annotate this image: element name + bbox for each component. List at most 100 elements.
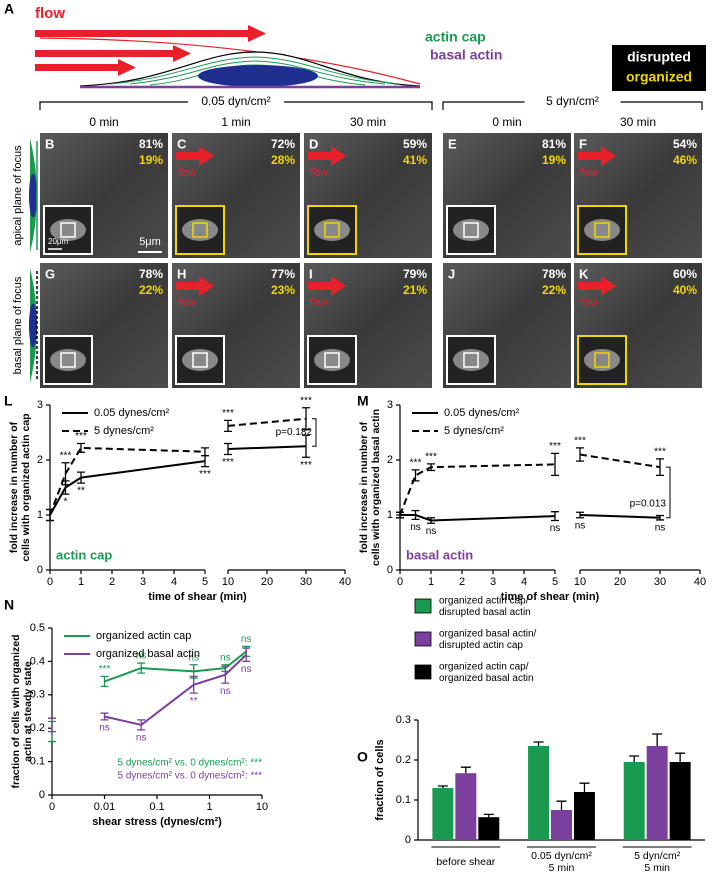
error-bar — [46, 508, 54, 522]
error-bar — [396, 511, 404, 519]
inset-cell — [453, 219, 489, 241]
percent-organized: 19% — [139, 153, 163, 167]
error-bar — [77, 471, 85, 484]
error-bar — [579, 782, 590, 792]
y-tick-label: 0 — [387, 564, 393, 576]
annotation: actin cap — [56, 547, 112, 562]
panel-letter: K — [579, 266, 589, 281]
x-tick-label: 3 — [490, 576, 496, 588]
percent-organized: 40% — [673, 283, 697, 297]
error-bar — [201, 447, 209, 457]
bar — [478, 817, 500, 840]
error-bar — [137, 719, 146, 731]
significance: *** — [549, 441, 561, 452]
y-tick-label: 0.1 — [30, 756, 45, 768]
x-tick-label: 30 — [654, 576, 666, 588]
significance: ns — [136, 651, 147, 662]
x-tick-label: 1 — [206, 801, 212, 813]
x-tick-label: 30 — [300, 576, 312, 588]
inset-cell — [453, 349, 489, 371]
panel-letter: H — [177, 266, 186, 281]
significance: ns — [241, 634, 252, 645]
text-line: organized actin cap/ — [439, 595, 529, 606]
row-label: apical plane of focus — [12, 145, 24, 246]
series-line — [400, 514, 556, 522]
legend-organized: organized — [626, 69, 692, 85]
significance: ns — [188, 652, 199, 663]
significance: ns — [99, 722, 110, 733]
percent-disrupted: 60% — [673, 267, 697, 281]
series-line — [399, 463, 556, 516]
bar — [646, 746, 668, 840]
x-tick-label: 0.05 dyn/cm² 5 min — [531, 850, 592, 874]
flow-text: flow — [178, 298, 197, 309]
note: 5 dynes/cm² vs. 0 dynes/cm²: *** — [118, 758, 263, 769]
flow-arrow-head — [199, 276, 214, 296]
flow-arrow-head — [331, 276, 346, 296]
legend-label: organized basal actin/disrupted actin ca… — [439, 628, 537, 651]
nucleus — [198, 65, 318, 87]
significance: ns — [220, 652, 231, 663]
text-line: 5 min — [644, 862, 670, 874]
scale-inset-label: 20μm — [48, 237, 69, 246]
y-tick-label: 0.2 — [30, 722, 45, 734]
panel-letter: G — [45, 266, 55, 281]
y-axis-title: fraction of cells with organizedactin at… — [10, 634, 34, 788]
significance: *** — [300, 395, 312, 406]
significance: ** — [77, 486, 85, 497]
y-tick-label: 2 — [387, 454, 393, 466]
error-bar — [533, 741, 544, 746]
text-line: disrupted basal actin — [439, 606, 531, 617]
percent-disrupted: 81% — [542, 137, 566, 151]
inset-cell — [314, 219, 350, 241]
p-value: p=0.013 — [630, 498, 667, 509]
condition-label: 5 dyn/cm² — [546, 94, 599, 108]
p-bracket — [312, 418, 317, 447]
text-line: 5 min — [549, 862, 575, 874]
bar — [551, 810, 572, 840]
percent-organized: 28% — [271, 153, 295, 167]
inset-roi — [324, 352, 340, 368]
actin-cap-fiber — [149, 64, 366, 86]
flow-text: flow — [580, 298, 599, 309]
x-tick-label: 10 — [222, 576, 234, 588]
text-line: cells with organized basal actin — [370, 409, 382, 566]
series-line — [227, 417, 307, 427]
legend-swatch — [414, 598, 432, 614]
percent-disrupted: 77% — [271, 267, 295, 281]
series-line — [579, 514, 661, 519]
x-tick-label: 10 — [256, 801, 268, 813]
percent-organized: 19% — [542, 153, 566, 167]
flow-arrow — [176, 282, 200, 290]
legend-label: 0.05 dynes/cm² — [94, 407, 170, 419]
x-tick-label: 40 — [694, 576, 706, 588]
x-tick-label: 20 — [261, 576, 273, 588]
flow-text: flow — [178, 168, 197, 179]
significance: *** — [222, 408, 234, 419]
error-bar — [551, 452, 559, 477]
time-label: 1 min — [221, 115, 250, 129]
x-tick-label: 4 — [171, 576, 177, 588]
side-nucleus — [29, 173, 37, 218]
inset-cell — [50, 349, 86, 371]
legend-label: organized actin cap — [96, 630, 191, 642]
x-tick-label: 3 — [140, 576, 146, 588]
time-label: 30 min — [620, 115, 656, 129]
x-tick-label: 0 — [49, 801, 55, 813]
annotation: basal actin — [406, 547, 473, 562]
error-bar — [437, 785, 448, 788]
panel-letter: I — [309, 266, 313, 281]
y-tick-label: 3 — [387, 399, 393, 411]
significance: ns — [426, 526, 437, 537]
error-bar — [652, 733, 663, 746]
inset-cell — [182, 219, 218, 241]
basal-actin-label: basal actin — [430, 47, 502, 63]
note: 5 dynes/cm² vs. 0 dynes/cm²: *** — [118, 771, 263, 782]
x-tick-label: 1 — [78, 576, 84, 588]
flow-arrow-head — [199, 146, 214, 166]
bracket-label-bg — [188, 94, 284, 108]
flow-arrow — [308, 282, 332, 290]
x-tick-label: 2 — [109, 576, 115, 588]
flow-arrow — [578, 152, 602, 160]
percent-organized: 23% — [271, 283, 295, 297]
